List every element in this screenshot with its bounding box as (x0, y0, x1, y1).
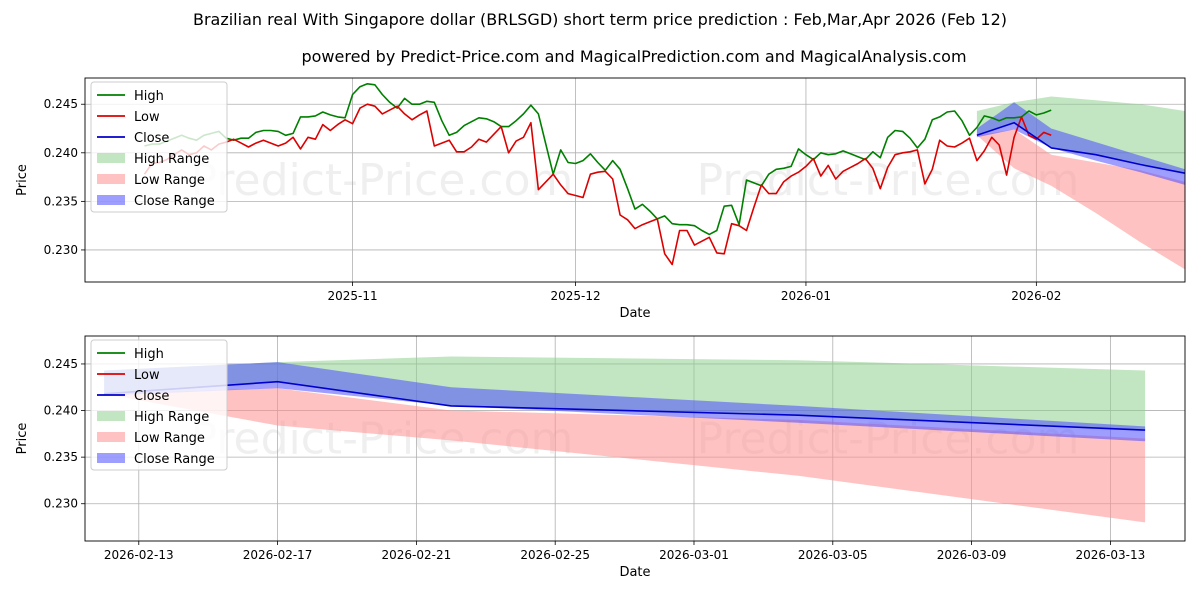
x-tick-label: 2026-02 (1011, 289, 1061, 303)
y-tick-label: 0.230 (44, 497, 78, 511)
legend-low-label: Low (134, 368, 160, 383)
y-tick-label: 0.235 (44, 450, 78, 464)
y-tick-label: 0.235 (44, 194, 78, 208)
x-tick-label: 2026-03-05 (798, 548, 868, 562)
plot-area (143, 83, 1185, 270)
close-range-band (104, 362, 1146, 442)
high-series-line (144, 83, 1052, 236)
low-range-band (104, 388, 1146, 523)
x-tick-label: 2025-12 (550, 289, 600, 303)
chart-subtitle: powered by Predict-Price.com and Magical… (301, 47, 966, 66)
legend-close-range-swatch (97, 195, 125, 205)
legend-close-range-label: Close Range (134, 452, 215, 467)
x-tick-label: 2026-02-25 (520, 548, 590, 562)
legend-low-label: Low (134, 110, 160, 125)
y-axis-label: Price (15, 164, 30, 196)
x-tick-label: 2026-01 (781, 289, 831, 303)
y-tick-label: 0.245 (44, 97, 78, 111)
legend-close-label: Close (134, 131, 169, 146)
x-tick-label: 2026-02-17 (243, 548, 313, 562)
legend: High Low Close High Range Low Range Close Ran… (90, 81, 228, 213)
low-series-line (143, 103, 1052, 266)
close-range-band (976, 102, 1185, 185)
x-axis-label: Date (619, 306, 650, 321)
legend-low-range-label: Low Range (134, 431, 205, 446)
plot-area (104, 356, 1146, 523)
chart-title: Brazilian real With Singapore dollar (BR… (193, 10, 1007, 29)
axes-frame (84, 77, 1186, 283)
y-tick-label: 0.240 (44, 146, 78, 160)
axes-frame (84, 335, 1186, 542)
x-tick-label: 2026-02-13 (104, 548, 174, 562)
legend-close-range-swatch (97, 453, 125, 463)
legend-low-range-swatch (97, 174, 125, 184)
x-tick-label: 2026-03-01 (659, 548, 729, 562)
y-tick-label: 0.245 (44, 357, 78, 371)
legend-high-range-label: High Range (134, 410, 209, 425)
top-panel: Predict-Price.com Predict-Price.com0.2300… (15, 77, 1186, 321)
y-tick-label: 0.230 (44, 243, 78, 257)
legend-high-label: High (134, 89, 164, 104)
low-range-band (976, 129, 1185, 270)
legend-high-range-swatch (97, 411, 125, 421)
legend-high-label: High (134, 347, 164, 362)
legend-close-label: Close (134, 389, 169, 404)
legend-low-range-label: Low Range (134, 173, 205, 188)
x-tick-label: 2025-11 (327, 289, 377, 303)
legend-high-range-swatch (97, 153, 125, 163)
legend-close-range-label: Close Range (134, 194, 215, 209)
x-tick-label: 2026-03-09 (937, 548, 1007, 562)
close-forecast-line (976, 121, 1185, 174)
y-tick-label: 0.240 (44, 404, 78, 418)
bottom-panel: Predict-Price.comPredict-Price.com0.2300… (15, 335, 1186, 580)
x-tick-label: 2026-02-21 (382, 548, 452, 562)
watermark-text: Predict-Price.com (191, 155, 574, 206)
legend-high-range-label: High Range (134, 152, 209, 167)
legend-low-range-swatch (97, 432, 125, 442)
x-tick-label: 2026-03-13 (1076, 548, 1146, 562)
x-axis-label: Date (619, 565, 650, 580)
legend: High Low Close High Range Low Range Close Ran… (90, 339, 228, 471)
y-axis-label: Price (15, 423, 30, 455)
